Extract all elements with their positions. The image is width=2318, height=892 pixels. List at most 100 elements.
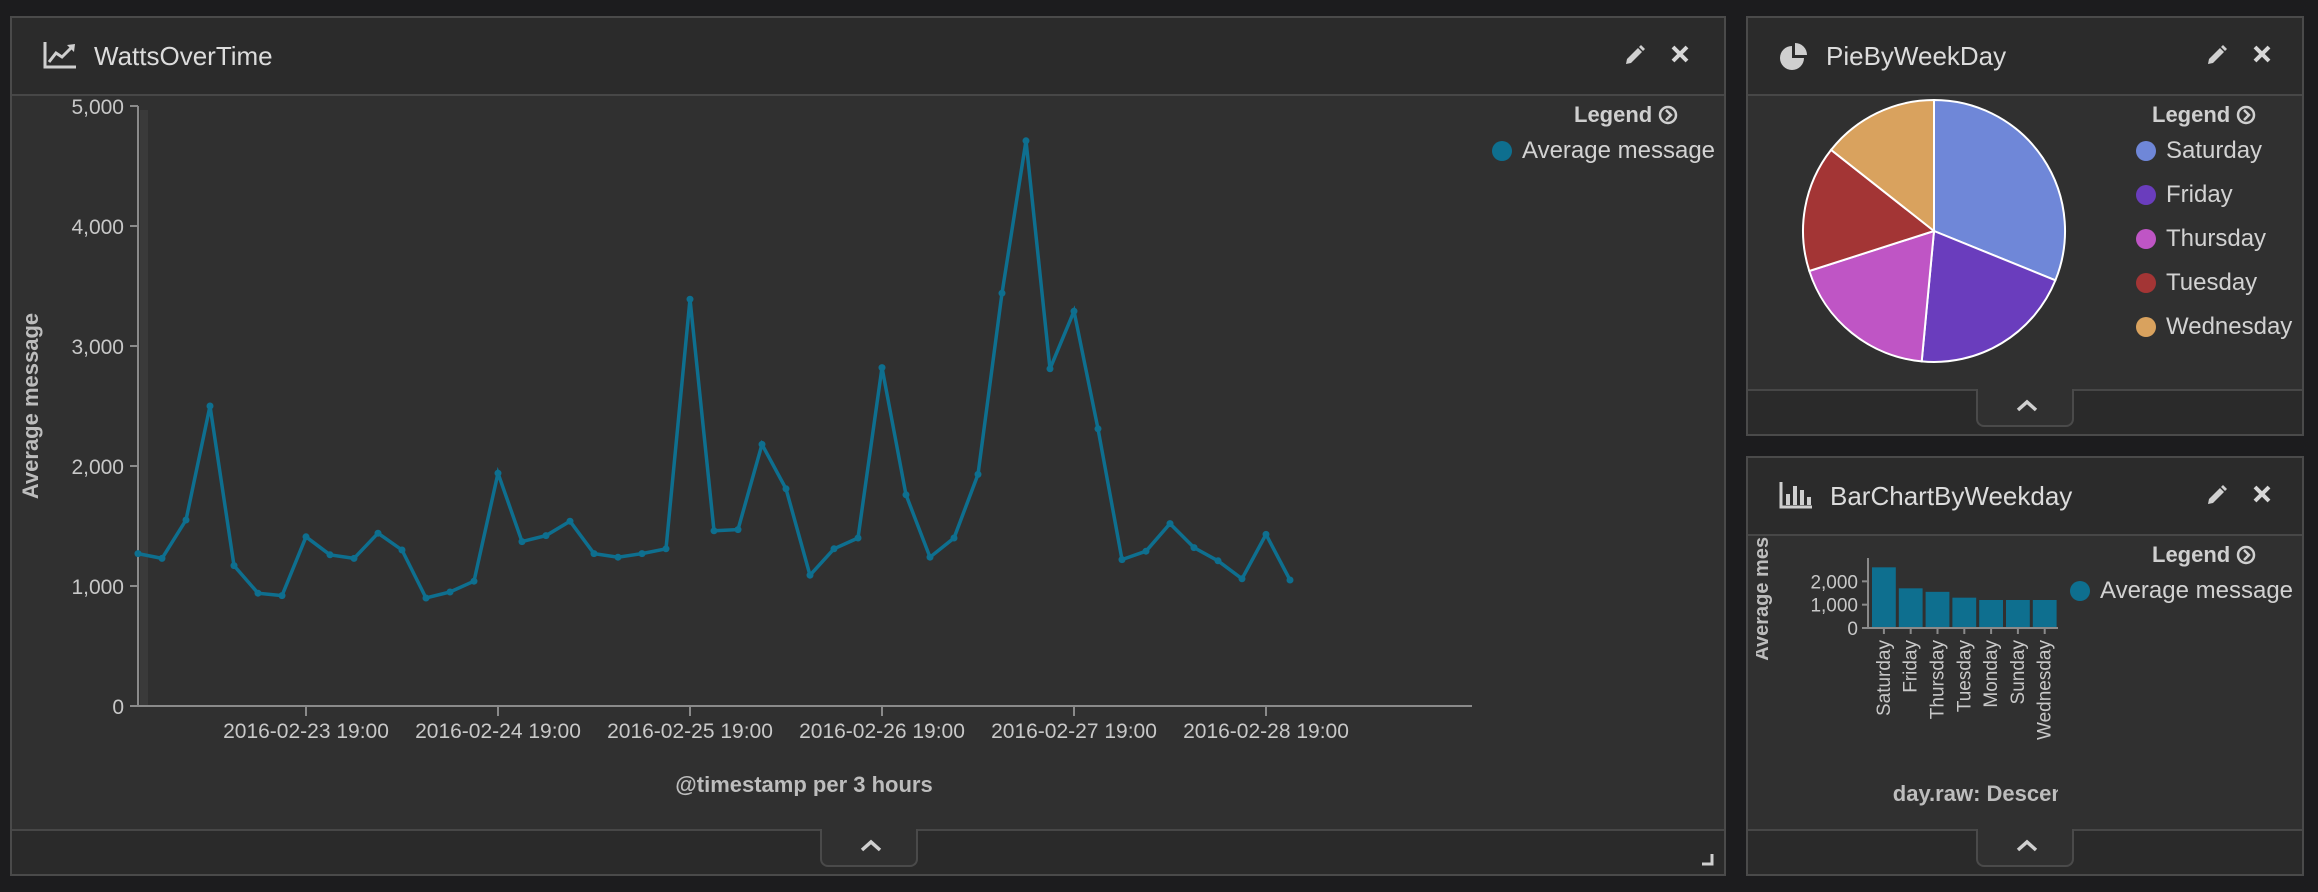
- legend-item-saturday[interactable]: Saturday: [2136, 137, 2262, 165]
- bar-saturday[interactable]: [1872, 567, 1896, 628]
- pie-slice-friday[interactable]: [1920, 229, 2057, 363]
- x-tick-label: Tuesday: [1954, 640, 1975, 713]
- y-tick-label: 0: [112, 696, 124, 719]
- legend-swatch: [2070, 581, 2090, 601]
- y-tick-label: 2,000: [71, 456, 124, 479]
- legend-swatch: [2136, 185, 2156, 205]
- data-point[interactable]: [182, 516, 190, 524]
- data-point[interactable]: [326, 551, 334, 559]
- data-point[interactable]: [494, 469, 502, 477]
- resize-handle-icon[interactable]: [1700, 852, 1714, 866]
- data-point[interactable]: [374, 529, 382, 537]
- data-point[interactable]: [974, 470, 982, 478]
- data-point[interactable]: [806, 571, 814, 579]
- close-icon[interactable]: [1670, 44, 1690, 64]
- data-point[interactable]: [1190, 544, 1198, 552]
- bar-thursday[interactable]: [1925, 591, 1950, 628]
- line-chart: 0 1,000 2,000 3,000 4,000 5,000 2016-02-23 19…: [18, 96, 1472, 796]
- chevron-up-icon: [2016, 839, 2038, 852]
- data-point[interactable]: [542, 532, 550, 540]
- close-icon[interactable]: [2252, 44, 2272, 64]
- legend-toggle[interactable]: Legend: [2152, 102, 2256, 128]
- data-point[interactable]: [902, 491, 910, 499]
- y-tick-label: 4,000: [71, 216, 124, 239]
- data-point[interactable]: [830, 545, 838, 553]
- legend-item[interactable]: Average message: [2070, 577, 2293, 605]
- data-point[interactable]: [710, 527, 718, 535]
- data-point[interactable]: [470, 577, 478, 585]
- legend-item-wednesday[interactable]: Wednesday: [2136, 313, 2292, 341]
- collapse-button[interactable]: [1976, 829, 2074, 867]
- legend-item-tuesday[interactable]: Tuesday: [2136, 269, 2257, 297]
- data-point[interactable]: [950, 534, 958, 542]
- bar-wednesday[interactable]: [2032, 600, 2057, 628]
- bar-monday[interactable]: [1979, 600, 2003, 628]
- bar-chart: Average message 01,000 2,000 Saturday Frid…: [1756, 536, 2058, 806]
- panel-footer: [1748, 829, 2302, 874]
- data-point[interactable]: [1142, 547, 1150, 555]
- pie-slice-saturday[interactable]: [1933, 98, 2066, 282]
- bar-sunday[interactable]: [2006, 600, 2030, 628]
- data-point[interactable]: [1118, 556, 1126, 564]
- pencil-icon[interactable]: [2206, 44, 2228, 66]
- data-point[interactable]: [662, 545, 670, 553]
- data-point[interactable]: [398, 546, 406, 554]
- bar-tuesday[interactable]: [1952, 597, 1977, 628]
- data-point[interactable]: [782, 485, 790, 493]
- close-icon[interactable]: [2252, 484, 2272, 504]
- legend-toggle[interactable]: Legend: [1574, 102, 1678, 128]
- pie-slice-tuesday[interactable]: [1802, 148, 1937, 273]
- data-point[interactable]: [518, 538, 526, 546]
- legend-label: Wednesday: [2166, 313, 2293, 340]
- data-point[interactable]: [278, 592, 286, 600]
- legend-item[interactable]: Average message: [1492, 137, 1715, 165]
- data-point[interactable]: [638, 550, 646, 558]
- collapse-button[interactable]: [820, 829, 918, 867]
- data-point[interactable]: [254, 589, 262, 597]
- data-point[interactable]: [854, 534, 862, 542]
- legend-toggle[interactable]: Legend: [2152, 542, 2256, 568]
- pie-slice-wednesday[interactable]: [1829, 98, 1935, 234]
- data-point[interactable]: [158, 554, 166, 562]
- data-point[interactable]: [1166, 520, 1174, 528]
- data-point[interactable]: [206, 402, 214, 410]
- data-point[interactable]: [1286, 576, 1294, 584]
- data-point[interactable]: [422, 594, 430, 602]
- collapse-button[interactable]: [1976, 389, 2074, 427]
- data-point[interactable]: [1214, 557, 1222, 565]
- x-axis-label: @timestamp per 3 hours: [675, 772, 932, 796]
- data-point[interactable]: [1238, 575, 1246, 583]
- legend-label: Friday: [2166, 181, 2233, 208]
- data-point[interactable]: [590, 550, 598, 558]
- legend-title: Legend: [1574, 102, 1653, 127]
- data-point[interactable]: [1094, 425, 1102, 433]
- data-point[interactable]: [230, 562, 238, 570]
- data-point[interactable]: [926, 553, 934, 561]
- data-point[interactable]: [998, 289, 1006, 297]
- legend-item-friday[interactable]: Friday: [2136, 181, 2233, 209]
- data-point[interactable]: [350, 554, 358, 562]
- data-point[interactable]: [446, 588, 454, 596]
- pencil-icon[interactable]: [1624, 44, 1646, 66]
- data-point[interactable]: [1022, 137, 1030, 145]
- data-point[interactable]: [1070, 307, 1078, 315]
- data-point[interactable]: [566, 517, 574, 525]
- y-axis-label: Average message: [18, 313, 43, 499]
- panel-title: WattsOverTime: [94, 41, 273, 71]
- pencil-icon[interactable]: [2206, 484, 2228, 506]
- data-point[interactable]: [302, 533, 310, 541]
- data-point[interactable]: [614, 553, 622, 561]
- legend-item-thursday[interactable]: Thursday: [2136, 225, 2266, 253]
- data-point[interactable]: [134, 550, 142, 558]
- data-point[interactable]: [686, 295, 694, 303]
- pie-slice-thursday[interactable]: [1808, 229, 1936, 363]
- data-point[interactable]: [1046, 365, 1054, 373]
- x-tick-label: Friday: [1901, 640, 1922, 693]
- bar-chart-by-weekday-panel: BarChartByWeekday Average message 0 1,000…: [1746, 456, 2304, 876]
- bar-friday[interactable]: [1898, 588, 1923, 628]
- data-point[interactable]: [1262, 530, 1270, 538]
- data-point[interactable]: [734, 526, 742, 534]
- data-point[interactable]: [878, 364, 886, 372]
- legend-swatch: [2136, 317, 2156, 337]
- data-point[interactable]: [758, 440, 766, 448]
